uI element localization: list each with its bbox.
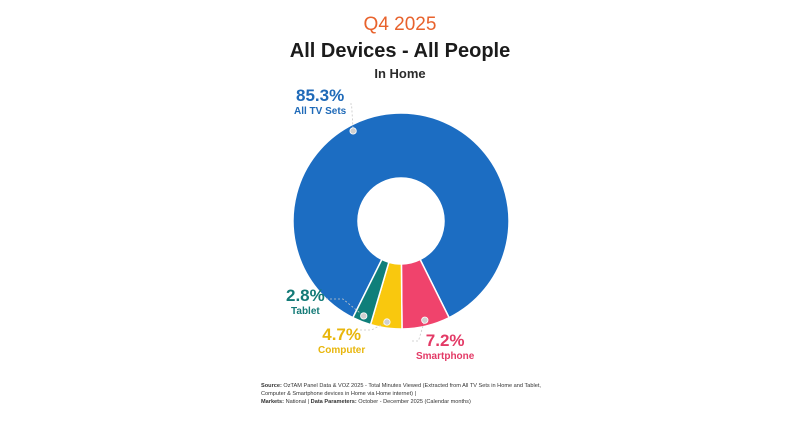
category-label-computer: Computer [318, 345, 366, 356]
chart-period: Q4 2025 [363, 14, 437, 35]
value-label-smartphone: 7.2% [425, 331, 465, 350]
label-tablet: 2.8% Tablet [286, 286, 325, 317]
leader-line-all-tv-sets [350, 103, 354, 131]
category-label-smartphone: Smartphone [416, 351, 475, 362]
leader-dot-tablet [360, 312, 368, 320]
chart-title: All Devices - All People [289, 40, 511, 62]
value-label-all-tv-sets: 85.3% [296, 86, 345, 105]
leader-line-smartphone [412, 320, 426, 342]
footnote-params-label: Data Parameters: [310, 399, 357, 405]
leader-dot-all-tv-sets [349, 127, 357, 135]
footnote-markets: Markets: National | Data Parameters: Oct… [261, 398, 561, 406]
leader-dot-smartphone [421, 316, 429, 324]
footnote-markets-label: Markets: [261, 399, 285, 405]
footnote-source: Source: OzTAM Panel Data & VOZ 2025 - To… [261, 382, 561, 398]
value-label-computer: 4.7% [322, 325, 361, 344]
leader-line-tablet [322, 298, 365, 317]
leader-line-computer [356, 321, 388, 331]
chart-subtitle: In Home [374, 66, 426, 81]
donut-slice-tablet [351, 258, 390, 326]
category-label-tablet: Tablet [291, 306, 320, 317]
donut-slice-all-tv-sets [292, 112, 510, 319]
footnote-params-text: October - December 2025 (Calendar months… [358, 399, 471, 405]
value-label-tablet: 2.8% [286, 286, 325, 305]
footnote-markets-text: National | [285, 399, 310, 405]
leader-dot-computer [383, 318, 391, 326]
label-computer: 4.7% Computer [318, 325, 365, 356]
label-all-tv-sets: 85.3% All TV Sets [294, 86, 346, 117]
label-smartphone: 7.2% Smartphone [416, 331, 474, 362]
category-label-all-tv-sets: All TV Sets [294, 106, 347, 117]
footnote-source-label: Source: [261, 383, 282, 389]
footnote-source-text: OzTAM Panel Data & VOZ 2025 - Total Minu… [261, 383, 541, 397]
